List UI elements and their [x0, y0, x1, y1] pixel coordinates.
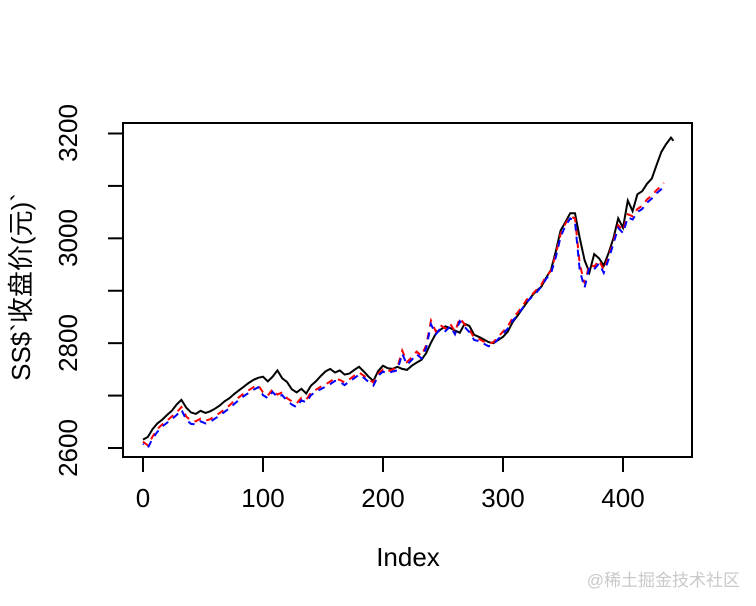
x-tick-label: 100 — [241, 483, 285, 513]
x-axis-title: Index — [376, 542, 440, 572]
y-tick-label: 3000 — [52, 209, 83, 268]
x-tick-label: 400 — [601, 483, 645, 513]
y-tick-label: 3200 — [52, 104, 83, 163]
y-axis-title: SS$`收盘价(元)` — [5, 193, 36, 381]
watermark: @稀土掘金技术社区 — [586, 571, 740, 590]
series-fitted-model-red-line — [142, 182, 665, 447]
series-observed-close-price-line — [142, 136, 675, 441]
x-tick-label: 200 — [361, 483, 405, 513]
x-tick-label: 0 — [135, 483, 151, 513]
y-tick-label: 2600 — [52, 419, 83, 477]
series-fitted-model-blue-line — [142, 186, 665, 450]
y-tick-label: 2800 — [52, 314, 83, 373]
plot-border — [122, 122, 693, 458]
x-tick-label: 300 — [481, 483, 525, 513]
